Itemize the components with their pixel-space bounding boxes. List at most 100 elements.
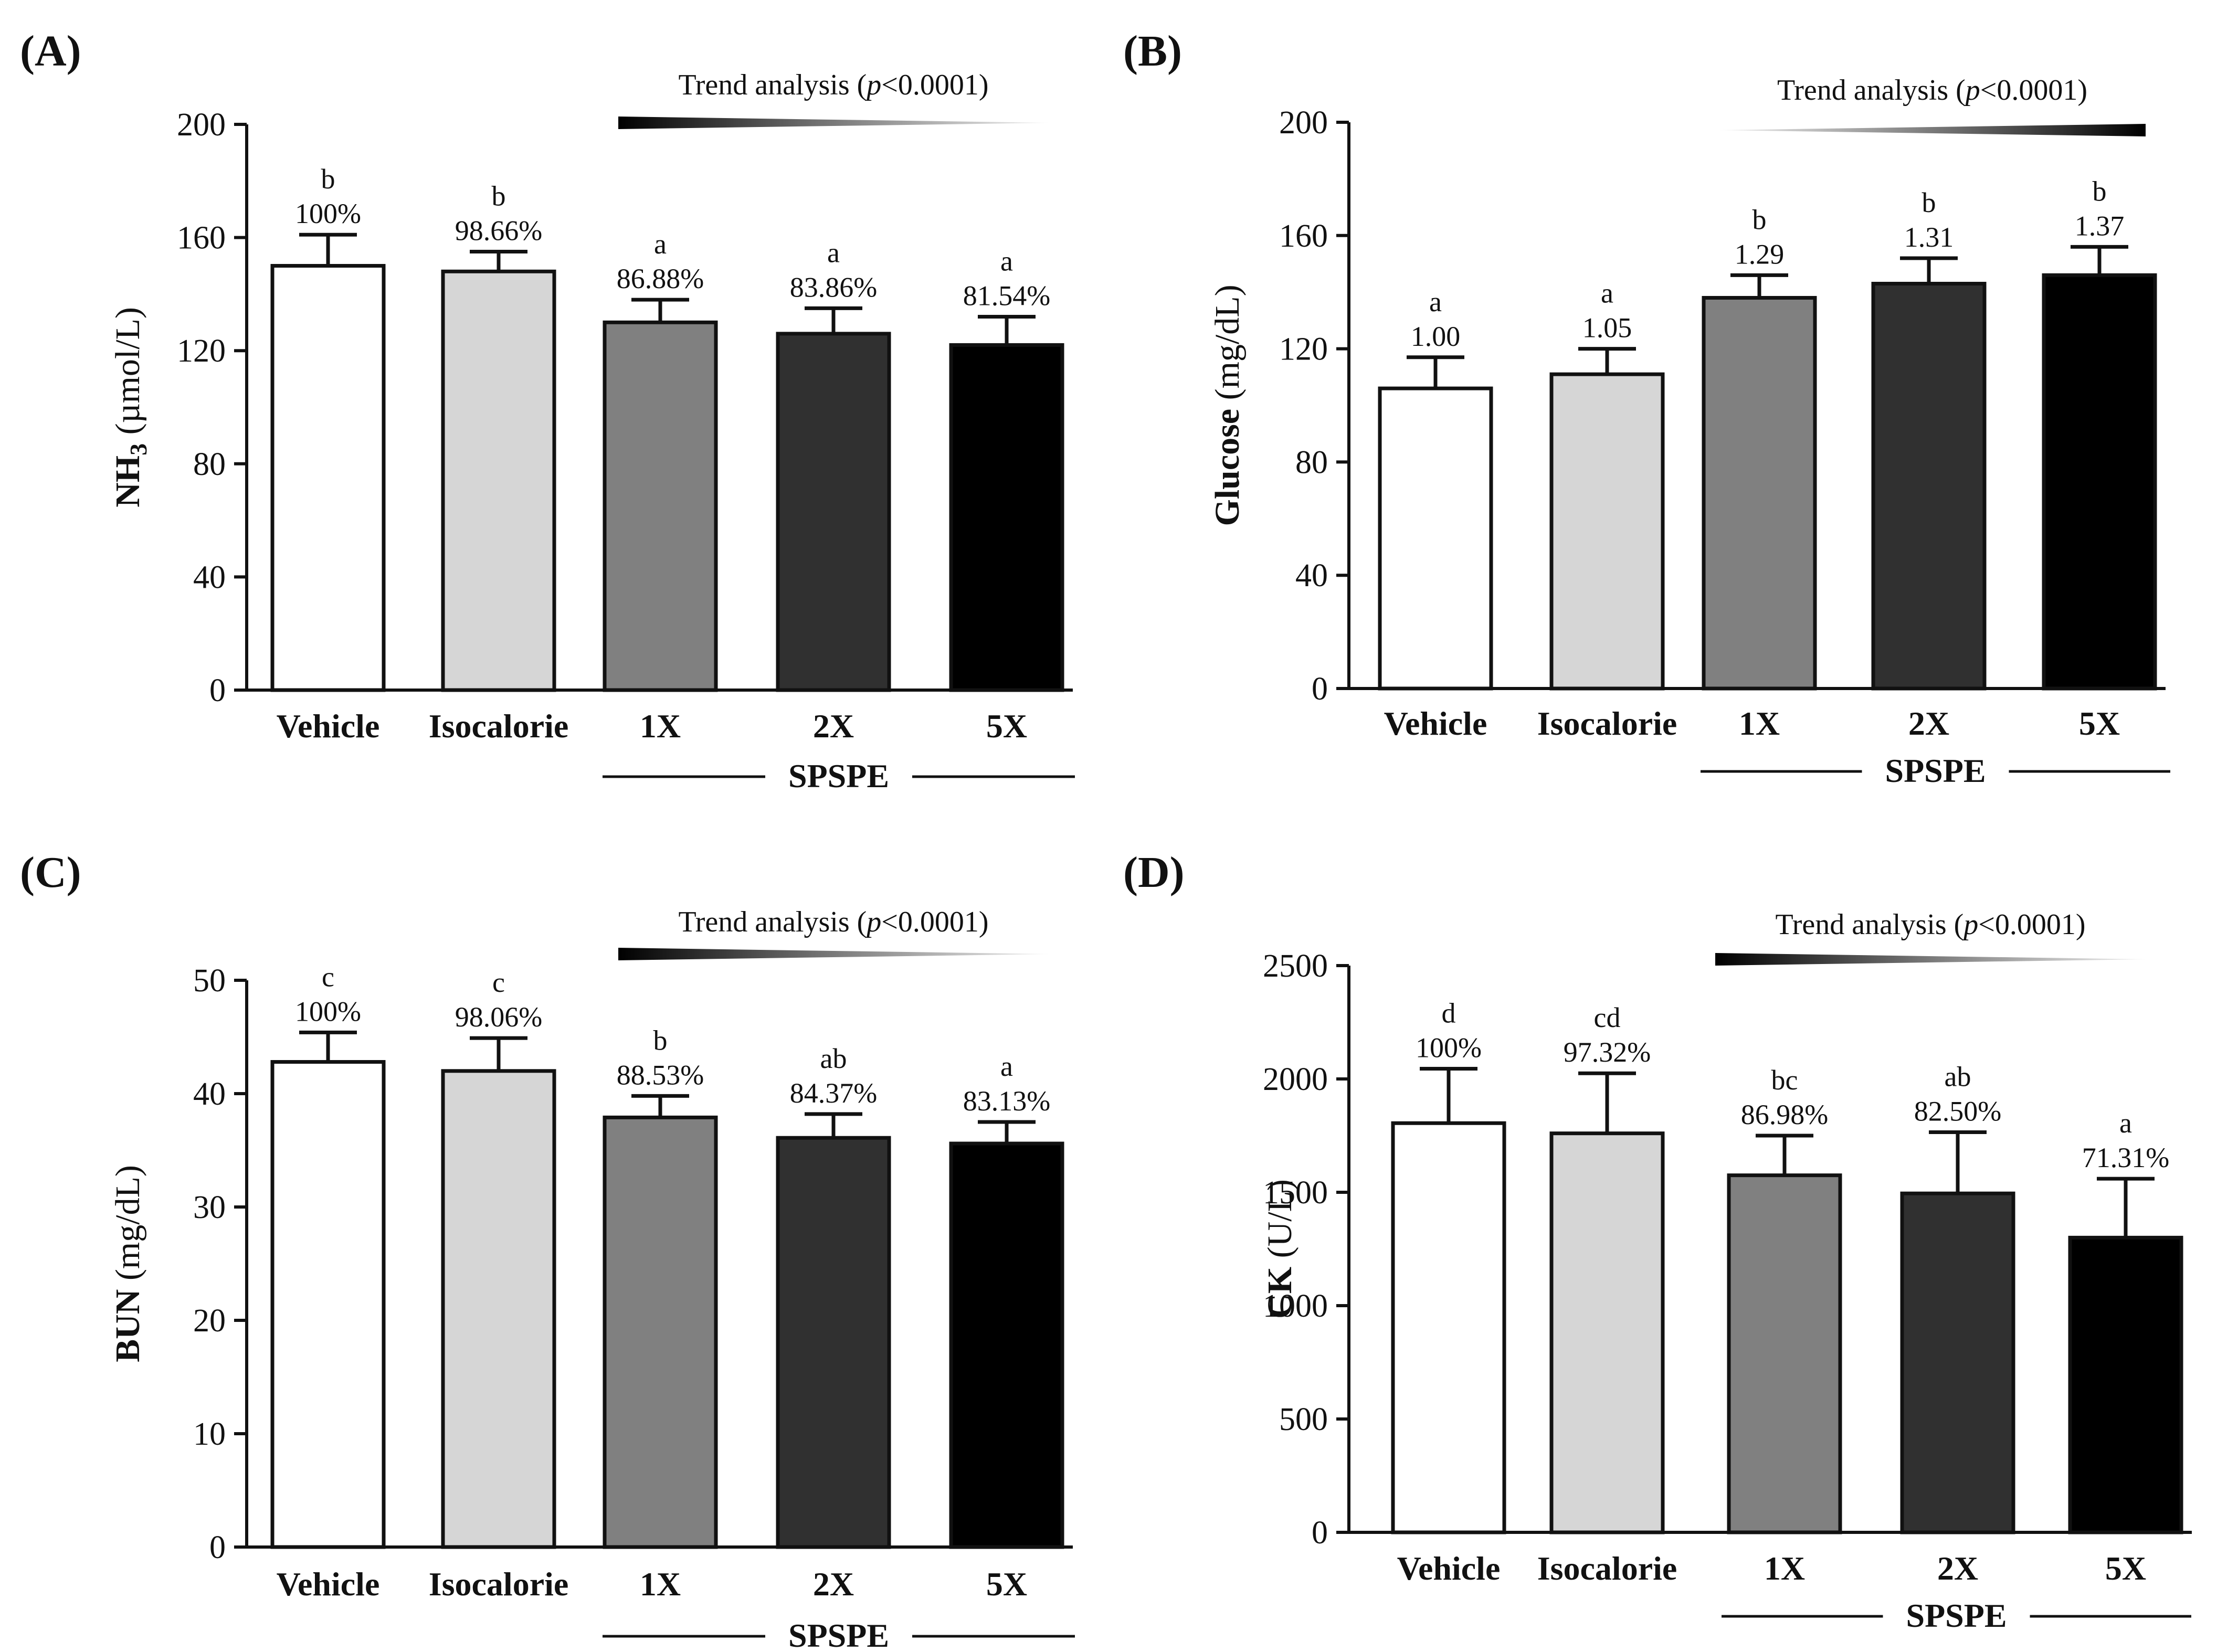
bar-vehicle: [1378, 386, 1493, 691]
value-label: 1.31: [1904, 221, 1954, 253]
value-label: 83.86%: [790, 271, 877, 303]
panel-label: (B): [1123, 27, 1182, 76]
y-tick-label: 30: [193, 1190, 226, 1225]
y-tick-label: 160: [177, 220, 226, 256]
bar-isocalorie: [1549, 1131, 1665, 1534]
chart-panel-3: (C) 0 10 20 30 40 50 BUN (mg/dL) 100% c Vehicle 98.…: [20, 848, 1075, 1652]
y-tick-label: 20: [193, 1303, 226, 1339]
trend-text: Trend analysis (p<0.0001): [1775, 908, 2085, 941]
group-label: SPSPE: [1906, 1597, 2007, 1634]
chart-panel-2: (B) 0 40 80 120 160 200 Glucose (mg/dL) 1.00 a Veh…: [1123, 27, 2170, 789]
significance-letter: a: [654, 228, 667, 260]
significance-letter: a: [1000, 246, 1013, 277]
trend-text: Trend analysis (p<0.0001): [1777, 74, 2087, 107]
significance-letter: b: [321, 163, 335, 195]
y-tick-label: 0: [1312, 1515, 1328, 1551]
bar-isocalorie: [441, 1069, 556, 1549]
significance-letter: a: [827, 237, 840, 268]
significance-letter: cd: [1594, 1002, 1621, 1033]
significance-letter: c: [492, 967, 505, 998]
category-label: Vehicle: [1384, 705, 1487, 742]
value-label: 1.05: [1582, 312, 1632, 344]
y-tick-label: 40: [1295, 558, 1328, 594]
category-label: 1X: [640, 1565, 681, 1603]
bar-isocalorie: [441, 269, 556, 692]
trend-wedge: [1719, 124, 2146, 136]
y-tick-label: 200: [177, 107, 226, 143]
y-tick-label: 120: [177, 333, 226, 369]
value-label: 98.06%: [455, 1001, 542, 1033]
chart-panel-4: (D) 0 500 1000 1500 2000 2500 CK (U/L) 100%d Vehi…: [1123, 848, 2192, 1634]
category-label: Vehicle: [1397, 1550, 1501, 1587]
y-tick-label: 40: [193, 559, 226, 595]
trend-text: Trend analysis (p<0.0001): [678, 69, 988, 101]
y-axis-label: Glucose (mg/dL): [1208, 284, 1247, 526]
value-label: 81.54%: [963, 280, 1050, 312]
bar-2x: [1871, 282, 1987, 691]
y-tick-label: 2000: [1263, 1062, 1328, 1097]
category-label: Vehicle: [277, 1565, 380, 1603]
bar-2x: [776, 332, 891, 692]
y-tick-label: 40: [193, 1076, 226, 1112]
significance-letter: a: [1000, 1051, 1013, 1082]
significance-letter: b: [2093, 175, 2107, 207]
category-label: 5X: [2079, 705, 2120, 742]
category-label: Vehicle: [277, 707, 380, 745]
group-label: SPSPE: [788, 757, 889, 795]
y-tick-label: 80: [1295, 444, 1328, 480]
bar-2x: [776, 1136, 891, 1549]
category-label: 5X: [986, 707, 1027, 745]
y-axis-label: CK (U/L): [1261, 1179, 1299, 1319]
value-label: 86.98%: [1741, 1099, 1828, 1130]
y-tick-label: 500: [1279, 1402, 1328, 1437]
y-tick-label: 2500: [1263, 948, 1328, 984]
category-label: 1X: [1739, 705, 1780, 742]
value-label: 83.13%: [963, 1085, 1050, 1117]
panel-label: (D): [1123, 848, 1185, 897]
panel-label: (A): [20, 27, 81, 76]
significance-letter: ab: [820, 1043, 847, 1074]
bar-5x: [949, 343, 1064, 692]
value-label: 98.66%: [455, 215, 542, 247]
y-tick-label: 200: [1279, 105, 1328, 141]
bar-2x: [1900, 1191, 2015, 1534]
value-label: 86.88%: [617, 263, 704, 294]
bar-isocalorie: [1549, 372, 1665, 691]
category-label: 2X: [813, 707, 854, 745]
significance-letter: bc: [1771, 1064, 1798, 1096]
significance-letter: ab: [1945, 1061, 1971, 1093]
value-label: 97.32%: [1564, 1036, 1651, 1068]
value-label: 71.31%: [2082, 1142, 2169, 1173]
category-label: 5X: [2105, 1550, 2146, 1587]
category-label: 1X: [640, 707, 681, 745]
significance-letter: a: [1601, 278, 1613, 309]
bar-1x: [1727, 1173, 1842, 1534]
value-label: 1.29: [1735, 238, 1785, 270]
y-axis-label: NH3 (µmol/L): [109, 307, 152, 507]
significance-letter: b: [492, 181, 506, 212]
bar-vehicle: [1391, 1121, 1506, 1534]
category-label: 5X: [986, 1565, 1027, 1603]
y-tick-label: 0: [209, 1530, 226, 1565]
bar-1x: [603, 1115, 718, 1549]
trend-wedge: [618, 948, 1049, 960]
significance-letter: a: [2119, 1107, 2132, 1139]
value-label: 84.37%: [790, 1077, 877, 1109]
y-tick-label: 120: [1279, 332, 1328, 367]
category-label: 2X: [813, 1565, 854, 1603]
y-tick-label: 1000: [1263, 1288, 1328, 1324]
value-label: 82.50%: [1914, 1096, 2001, 1127]
category-label: 1X: [1764, 1550, 1805, 1587]
group-label: SPSPE: [1885, 752, 1986, 789]
y-tick-label: 0: [1312, 671, 1328, 707]
significance-letter: c: [322, 961, 334, 992]
category-label: 2X: [1937, 1550, 1978, 1587]
value-label: 1.37: [2075, 210, 2125, 241]
bar-1x: [603, 320, 718, 692]
bar-vehicle: [270, 264, 386, 692]
y-tick-label: 80: [193, 447, 226, 482]
category-label: Isocalorie: [429, 1565, 569, 1603]
